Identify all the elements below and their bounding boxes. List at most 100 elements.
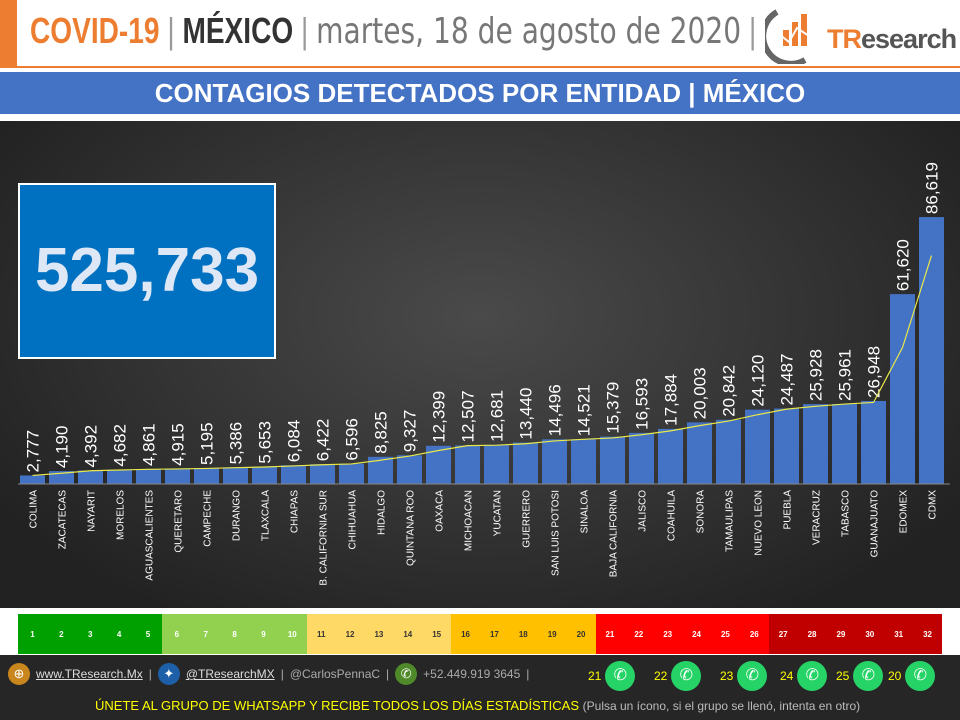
scale-cell: 1 <box>18 614 47 654</box>
separator: | <box>748 10 757 51</box>
scale-cell: 13 <box>364 614 394 654</box>
value-label: 14,496 <box>546 384 565 436</box>
value-label: 20,842 <box>720 365 739 417</box>
value-label: 15,379 <box>604 382 623 434</box>
group-number: 25 <box>836 669 850 683</box>
whatsapp-group-button[interactable]: 21 ✆ <box>588 661 636 691</box>
value-label: 24,487 <box>778 354 797 406</box>
bar <box>803 404 828 484</box>
bar <box>78 470 103 484</box>
value-label: 6,422 <box>314 419 333 462</box>
phone-icon: ✆ <box>395 663 418 685</box>
whatsapp-icon: ✆ <box>737 661 768 691</box>
value-label: 6,596 <box>343 418 362 461</box>
group-number: 24 <box>780 669 794 683</box>
bar <box>223 467 248 484</box>
category-label: CDMX <box>928 490 939 520</box>
scale-cell: 19 <box>537 614 567 654</box>
scale-cell: 32 <box>913 614 942 654</box>
bar <box>136 469 161 484</box>
value-label: 17,884 <box>662 374 681 426</box>
tresearch-logo: TResearch <box>760 2 960 67</box>
scale-cell: 24 <box>682 614 711 654</box>
value-label: 12,399 <box>430 391 449 443</box>
value-label: 4,392 <box>82 425 101 468</box>
category-label: NUEVO LEON <box>754 490 765 556</box>
category-label: VERACRUZ <box>812 490 823 545</box>
category-label: COLIMA <box>29 490 40 529</box>
bar <box>165 468 190 484</box>
group-number: 23 <box>720 669 734 683</box>
twitter-link[interactable]: @TResearchMX <box>185 667 275 681</box>
scale-cell: 29 <box>826 614 856 654</box>
bar <box>687 422 712 484</box>
category-label: SONORA <box>696 490 707 534</box>
whatsapp-group-button[interactable]: 25 ✆ <box>836 661 884 691</box>
value-label: 25,928 <box>807 349 826 401</box>
bar <box>919 217 944 484</box>
footer: ⊕ www.TResearch.Mx | ✦ @TResearchMX | @C… <box>0 655 960 720</box>
value-label: 12,507 <box>459 390 478 442</box>
bar <box>600 436 625 484</box>
category-label: COAHUILA <box>667 490 678 541</box>
value-label: 4,190 <box>53 426 72 469</box>
value-label: 25,961 <box>836 349 855 401</box>
separator: | <box>280 667 284 681</box>
scale-cell: 21 <box>595 614 625 654</box>
scale-cell: 23 <box>653 614 683 654</box>
trend-line <box>32 255 933 477</box>
category-label: TLAXCALA <box>261 490 272 541</box>
value-label: 20,003 <box>691 367 710 419</box>
category-label: MORELOS <box>116 490 127 540</box>
scale-cell: 10 <box>277 614 307 654</box>
bar <box>832 404 857 484</box>
header: COVID-19 | MÉXICO | martes, 18 de agosto… <box>0 0 960 68</box>
whatsapp-group-button[interactable]: 22 ✆ <box>654 661 702 691</box>
bar <box>890 294 915 484</box>
personal-handle: @CarlosPennaC <box>289 667 381 681</box>
phone-number: +52.449.919 3645 <box>423 667 521 681</box>
value-label: 4,682 <box>111 424 130 467</box>
category-label: AGUASCALIENTES <box>145 490 156 581</box>
category-label: ZACATECAS <box>58 490 69 550</box>
category-label: JALISCO <box>638 490 649 532</box>
value-label: 6,084 <box>285 420 304 463</box>
category-label: CAMPECHE <box>203 490 214 547</box>
bar <box>484 444 509 484</box>
value-label: 61,620 <box>894 239 913 291</box>
whatsapp-group-button[interactable]: 20 ✆ <box>888 661 936 691</box>
bar <box>426 445 451 484</box>
category-label: MICHOACAN <box>464 490 475 551</box>
whatsapp-icon: ✆ <box>671 661 702 691</box>
whatsapp-group-button[interactable]: 23 ✆ <box>720 661 768 691</box>
group-number: 20 <box>888 669 902 683</box>
category-label: SAN LUIS POTOSI <box>551 490 562 576</box>
chart-svg: 2,777 COLIMA 4,190 ZACATECAS 4,392 NAYARIT 4,6… <box>18 162 950 586</box>
value-label: 26,948 <box>865 346 884 398</box>
category-label: GUERRERO <box>522 490 533 548</box>
scale-cell: 16 <box>451 614 480 654</box>
date-label: martes, 18 de agosto de 2020 <box>316 11 742 52</box>
bar <box>716 419 741 484</box>
value-label: 9,327 <box>401 410 420 453</box>
brand-t: TR <box>827 24 862 54</box>
bar <box>194 467 219 484</box>
whatsapp-group-button[interactable]: 24 ✆ <box>780 661 828 691</box>
website-link[interactable]: www.TResearch.Mx <box>36 667 143 681</box>
twitter-icon: ✦ <box>157 663 180 685</box>
value-label: 5,195 <box>198 422 217 465</box>
bar <box>455 445 480 484</box>
value-label: 86,619 <box>923 162 942 214</box>
scale-cell: 7 <box>191 614 221 654</box>
join-text: ÚNETE AL GRUPO DE WHATSAPP Y RECIBE TODO… <box>95 698 580 713</box>
category-label: PUEBLA <box>783 490 794 530</box>
category-label: NAYARIT <box>87 490 98 532</box>
scale-cell: 28 <box>797 614 827 654</box>
separator: | <box>148 667 152 681</box>
bar <box>20 475 45 484</box>
scale-cell: 22 <box>624 614 654 654</box>
value-label: 24,120 <box>749 355 768 407</box>
bar <box>339 463 364 484</box>
category-label: EDOMEX <box>899 490 910 534</box>
bar <box>513 442 538 484</box>
